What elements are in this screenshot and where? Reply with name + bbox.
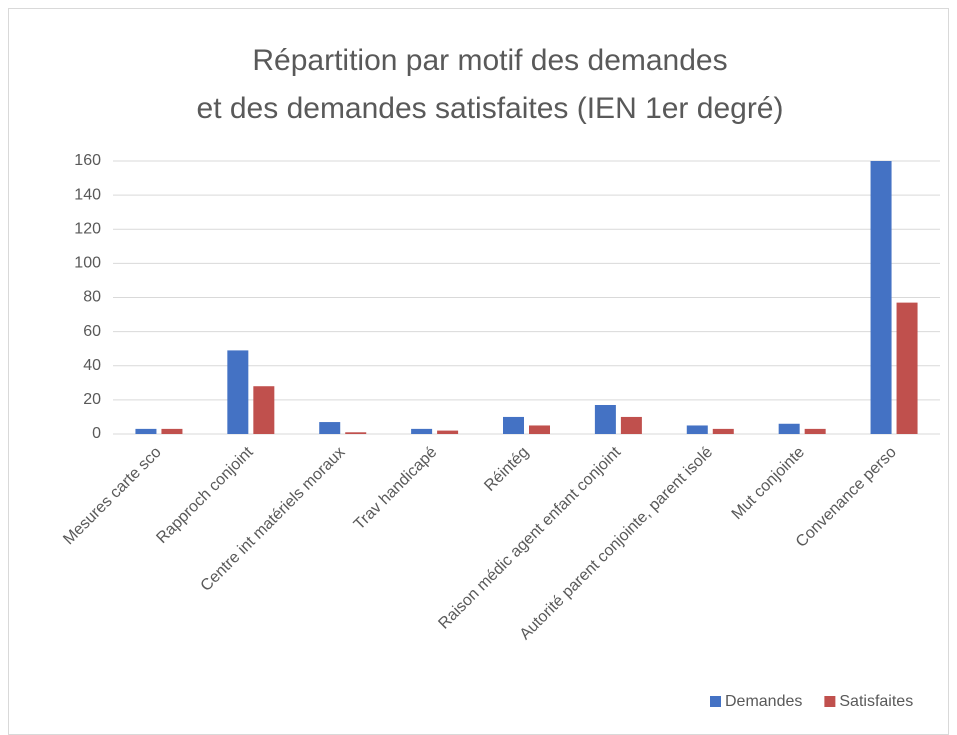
bar bbox=[870, 161, 892, 434]
legend-label: Demandes bbox=[725, 693, 802, 710]
y-tick-label: 160 bbox=[74, 152, 101, 169]
bar bbox=[712, 428, 734, 434]
y-tick-label: 60 bbox=[83, 323, 101, 340]
legend-swatch bbox=[710, 696, 721, 707]
bar bbox=[529, 425, 550, 434]
bar bbox=[411, 428, 433, 434]
bar bbox=[161, 428, 183, 434]
bar bbox=[686, 425, 708, 434]
y-tick-label: 80 bbox=[83, 289, 101, 306]
chart-title: et des demandes satisfaites (IEN 1er deg… bbox=[197, 92, 784, 125]
y-tick-label: 0 bbox=[92, 425, 101, 442]
legend-label: Satisfaites bbox=[839, 693, 913, 710]
bar bbox=[804, 428, 826, 434]
bar bbox=[594, 404, 616, 434]
bar bbox=[896, 302, 918, 434]
bar bbox=[135, 428, 157, 434]
y-tick-label: 40 bbox=[83, 357, 101, 374]
bar bbox=[437, 430, 459, 434]
y-tick-label: 20 bbox=[83, 391, 101, 408]
y-tick-label: 120 bbox=[74, 220, 101, 237]
bar bbox=[778, 423, 800, 434]
bar bbox=[227, 350, 249, 434]
y-tick-label: 100 bbox=[74, 255, 101, 272]
legend-swatch bbox=[824, 696, 836, 707]
chart-border bbox=[8, 8, 949, 735]
bar bbox=[319, 422, 341, 434]
y-tick-label: 140 bbox=[74, 186, 101, 203]
bar bbox=[503, 416, 524, 434]
bar bbox=[345, 432, 367, 434]
bar bbox=[620, 416, 642, 434]
bar bbox=[253, 386, 275, 434]
chart-title: Répartition par motif des demandes bbox=[252, 44, 727, 77]
